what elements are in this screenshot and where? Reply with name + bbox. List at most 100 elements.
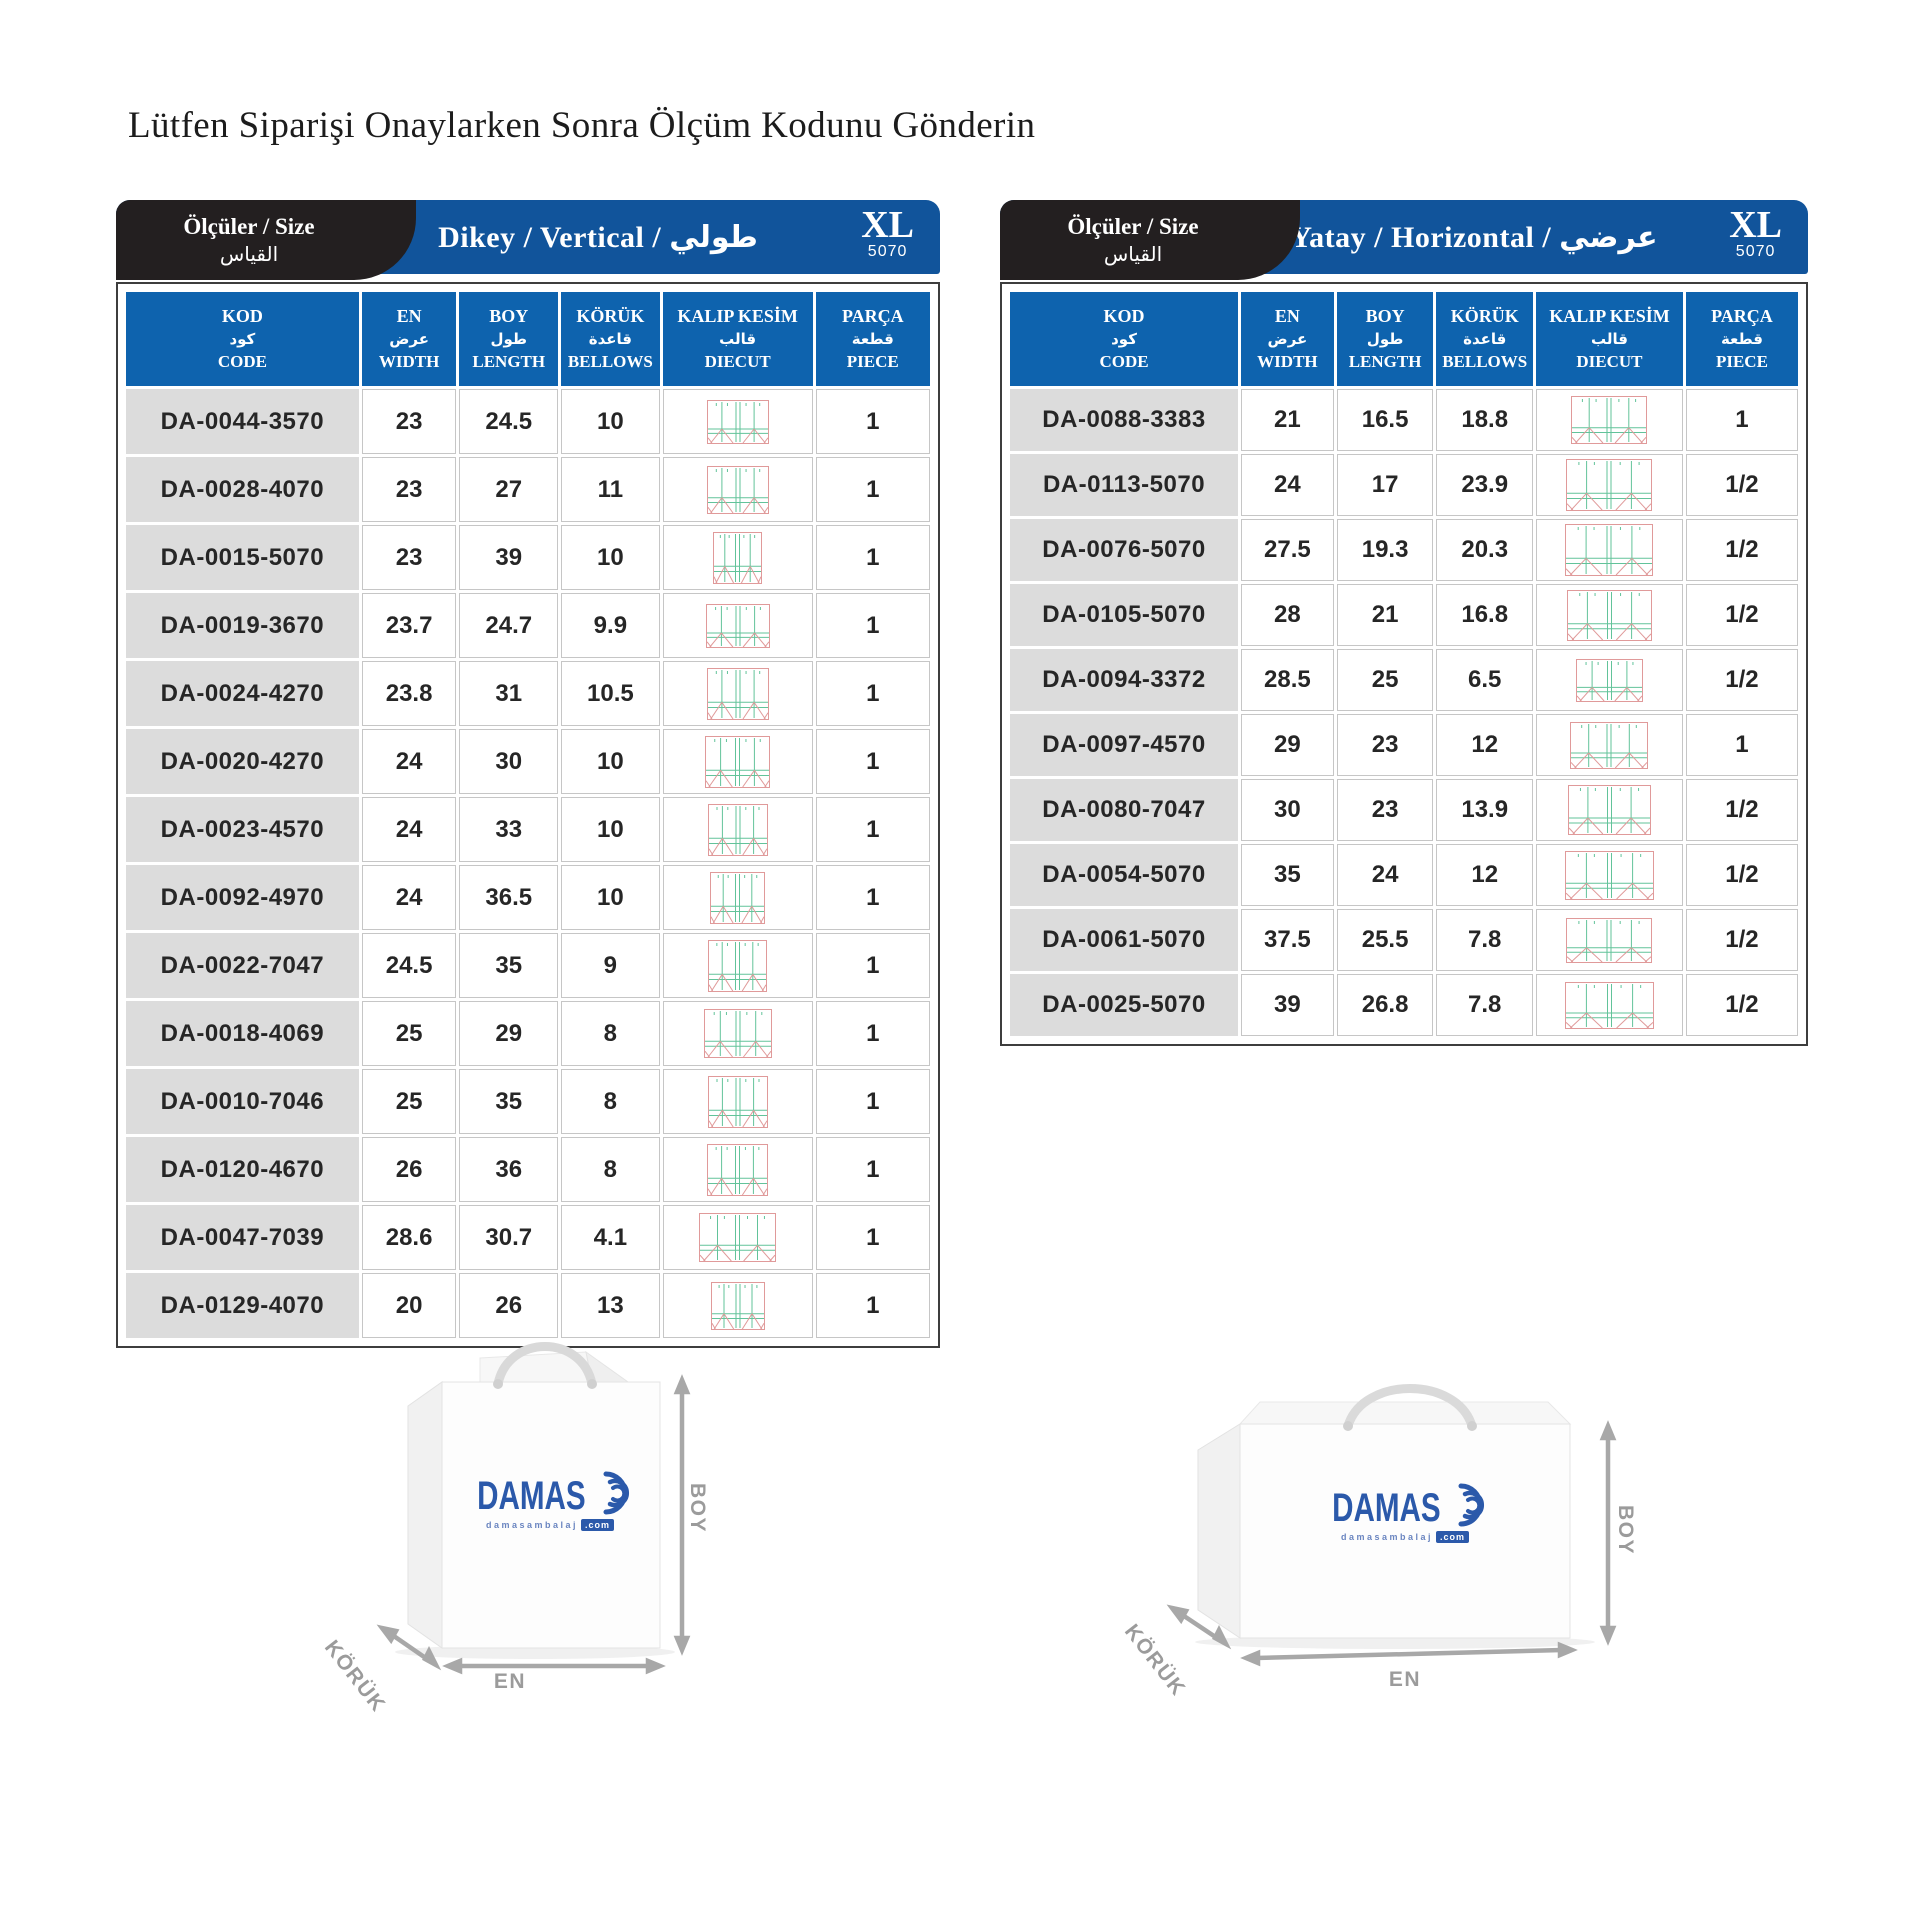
column-header-piece: PARÇA قطعة PIECE — [1685, 292, 1798, 386]
bellows-cell: 10 — [561, 865, 660, 930]
table-row: DA-0028-4070 23 27 11 1 — [126, 457, 930, 522]
diecut-drawing — [1567, 785, 1651, 835]
diecut-cell — [662, 661, 813, 726]
width-cell: 25 — [361, 1001, 457, 1066]
bag-illustration-horizontal: DAMAS damasambalaj .com BOY EN KÖRÜK — [1120, 1338, 1640, 1710]
code-cell: DA-0113-5070 — [1010, 454, 1239, 516]
piece-cell: 1 — [815, 525, 930, 590]
table-row: DA-0092-4970 24 36.5 10 1 — [126, 865, 930, 930]
bellows-cell: 8 — [561, 1001, 660, 1066]
brand-subtext: damasambalaj — [485, 1520, 579, 1530]
diecut-drawing — [1566, 459, 1653, 511]
width-cell: 23.8 — [361, 661, 457, 726]
bag-drawing — [1166, 1384, 1617, 1667]
table-row: DA-0020-4270 24 30 10 1 — [126, 729, 930, 794]
table-row: DA-0120-4670 26 36 8 1 — [126, 1137, 930, 1202]
bag-back-flap — [1238, 1401, 1572, 1425]
diecut-drawing — [713, 531, 763, 584]
piece-cell: 1 — [815, 593, 930, 658]
width-cell: 20 — [361, 1273, 457, 1338]
table-row: DA-0094-3372 28.5 25 6.5 1/2 — [1010, 649, 1798, 711]
code-cell: DA-0023-4570 — [126, 797, 359, 862]
piece-cell: 1 — [815, 1069, 930, 1134]
length-cell: 24.7 — [459, 593, 559, 658]
length-cell: 16.5 — [1336, 389, 1434, 451]
size-badge-size: XL — [1729, 204, 1782, 246]
height-dimension-label: BOY — [1614, 1504, 1638, 1556]
handle-grommet — [1467, 1421, 1477, 1431]
width-cell: 27.5 — [1241, 519, 1334, 581]
length-cell: 23 — [1336, 714, 1434, 776]
piece-cell: 1 — [815, 797, 930, 862]
code-cell: DA-0080-7047 — [1010, 779, 1239, 841]
width-dimension-label: EN — [493, 1670, 527, 1693]
code-cell: DA-0092-4970 — [126, 865, 359, 930]
code-cell: DA-0094-3372 — [1010, 649, 1239, 711]
length-cell: 24 — [1336, 844, 1434, 906]
diecut-drawing — [1566, 589, 1652, 641]
length-cell: 35 — [459, 933, 559, 998]
bellows-cell: 6.5 — [1436, 649, 1534, 711]
column-header-bellows: KÖRÜK قاعدة BELLOWS — [1436, 292, 1534, 386]
table-header-band: Ölçüler / Size القياس Dikey / Vertical /… — [116, 200, 940, 280]
column-header-row: KOD كود CODE EN عرض WIDTH BOY طول LENGTH KÖRÜK قاع… — [1010, 292, 1798, 386]
piece-cell: 1 — [815, 1205, 930, 1270]
bag-front-face — [441, 1381, 661, 1649]
diecut-cell — [1536, 389, 1683, 451]
code-cell: DA-0025-5070 — [1010, 974, 1239, 1036]
bellows-cell: 11 — [561, 457, 660, 522]
diecut-drawing — [707, 1143, 769, 1196]
code-cell: DA-0028-4070 — [126, 457, 359, 522]
measure-arrows — [1166, 1420, 1617, 1667]
piece-cell: 1 — [815, 933, 930, 998]
table-row: DA-0019-3670 23.7 24.7 9.9 1 — [126, 593, 930, 658]
piece-cell: 1 — [815, 865, 930, 930]
brand-subtext: damasambalaj — [1340, 1532, 1434, 1542]
column-header-code: KOD كود CODE — [1010, 292, 1239, 386]
diecut-drawing — [1575, 658, 1643, 702]
bellows-cell: 12 — [1436, 714, 1534, 776]
table-row: DA-0076-5070 27.5 19.3 20.3 1/2 — [1010, 519, 1798, 581]
diecut-cell — [662, 1205, 813, 1270]
brand-d-swirl-icon — [1458, 1483, 1485, 1527]
table-row: DA-0047-7039 28.6 30.7 4.1 1 — [126, 1205, 930, 1270]
handle-grommet — [587, 1379, 597, 1389]
table-row: DA-0129-4070 20 26 13 1 — [126, 1273, 930, 1338]
piece-cell: 1 — [815, 729, 930, 794]
width-cell: 24 — [1241, 454, 1334, 516]
diecut-cell — [662, 729, 813, 794]
length-cell: 23 — [1336, 779, 1434, 841]
diecut-cell — [1536, 519, 1683, 581]
width-cell: 24 — [361, 729, 457, 794]
diecut-drawing — [1565, 524, 1654, 576]
width-cell: 26 — [361, 1137, 457, 1202]
bellows-cell: 8 — [561, 1069, 660, 1134]
piece-cell: 1 — [815, 389, 930, 454]
diecut-drawing — [707, 803, 768, 856]
size-tab-label: Ölçüler / Size — [1067, 214, 1199, 240]
length-cell: 26 — [459, 1273, 559, 1338]
brand-tld-chip: .com — [1436, 1531, 1470, 1543]
table-row: DA-0080-7047 30 23 13.9 1/2 — [1010, 779, 1798, 841]
size-table-horizontal: Ölçüler / Size القياس Yatay / Horizontal… — [1000, 200, 1808, 1046]
diecut-drawing — [705, 603, 770, 648]
width-cell: 28 — [1241, 584, 1334, 646]
code-cell: DA-0018-4069 — [126, 1001, 359, 1066]
length-cell: 33 — [459, 797, 559, 862]
diecut-drawing — [703, 1009, 772, 1058]
code-cell: DA-0020-4270 — [126, 729, 359, 794]
diecut-drawing — [1571, 396, 1648, 444]
width-cell: 37.5 — [1241, 909, 1334, 971]
handle-grommet — [1343, 1421, 1353, 1431]
size-badge: XL 5070 — [861, 206, 914, 260]
diecut-drawing — [1570, 721, 1649, 769]
column-header-row: KOD كود CODE EN عرض WIDTH BOY طول LENGTH KÖRÜK قاع… — [126, 292, 930, 386]
diecut-cell — [662, 1137, 813, 1202]
table-row: DA-0025-5070 39 26.8 7.8 1/2 — [1010, 974, 1798, 1036]
bellows-cell: 23.9 — [1436, 454, 1534, 516]
diecut-cell — [662, 525, 813, 590]
bellows-cell: 10 — [561, 797, 660, 862]
piece-cell: 1/2 — [1685, 974, 1798, 1036]
height-dimension-label: BOY — [686, 1482, 710, 1534]
bellows-cell: 16.8 — [1436, 584, 1534, 646]
